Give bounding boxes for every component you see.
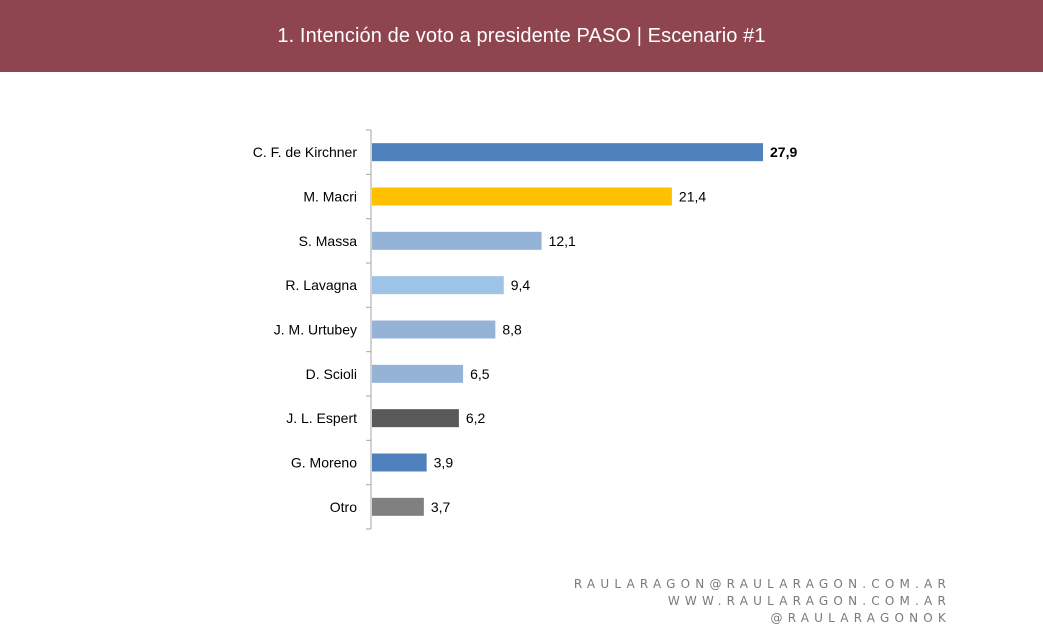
bar xyxy=(372,497,424,516)
footer-contact: RAULARAGON@RAULARAGON.COM.AR WWW.RAULARA… xyxy=(574,576,951,627)
category-label: S. Massa xyxy=(299,233,358,249)
bar xyxy=(372,231,542,250)
category-label: Otro xyxy=(330,499,357,515)
bar xyxy=(372,453,427,472)
bar xyxy=(372,364,464,383)
title-banner: 1. Intención de voto a presidente PASO |… xyxy=(0,0,1043,72)
footer-email: RAULARAGON@RAULARAGON.COM.AR xyxy=(573,577,951,591)
bar xyxy=(372,320,496,339)
data-label: 9,4 xyxy=(511,277,531,293)
bar xyxy=(372,187,672,206)
bar xyxy=(372,143,763,162)
data-label: 3,9 xyxy=(434,455,454,471)
data-label: 6,2 xyxy=(466,410,486,426)
category-label: M. Macri xyxy=(303,189,357,205)
footer-handle: @RAULARAGONOK xyxy=(770,611,951,625)
footer-website: WWW.RAULARAGON.COM.AR xyxy=(667,594,951,608)
data-label: 6,5 xyxy=(470,366,490,382)
category-label: R. Lavagna xyxy=(285,277,357,293)
data-label: 8,8 xyxy=(502,322,522,338)
category-label: D. Scioli xyxy=(306,366,357,382)
bar xyxy=(372,276,504,295)
category-label: G. Moreno xyxy=(291,455,357,471)
category-label: J. M. Urtubey xyxy=(274,322,357,338)
data-label: 21,4 xyxy=(679,189,706,205)
data-label: 12,1 xyxy=(549,233,576,249)
bar xyxy=(372,409,459,428)
category-label: J. L. Espert xyxy=(286,410,357,426)
data-label: 27,9 xyxy=(770,144,797,160)
chart-title: 1. Intención de voto a presidente PASO |… xyxy=(277,24,766,47)
data-label: 3,7 xyxy=(431,499,451,515)
category-label: C. F. de Kirchner xyxy=(253,144,358,160)
